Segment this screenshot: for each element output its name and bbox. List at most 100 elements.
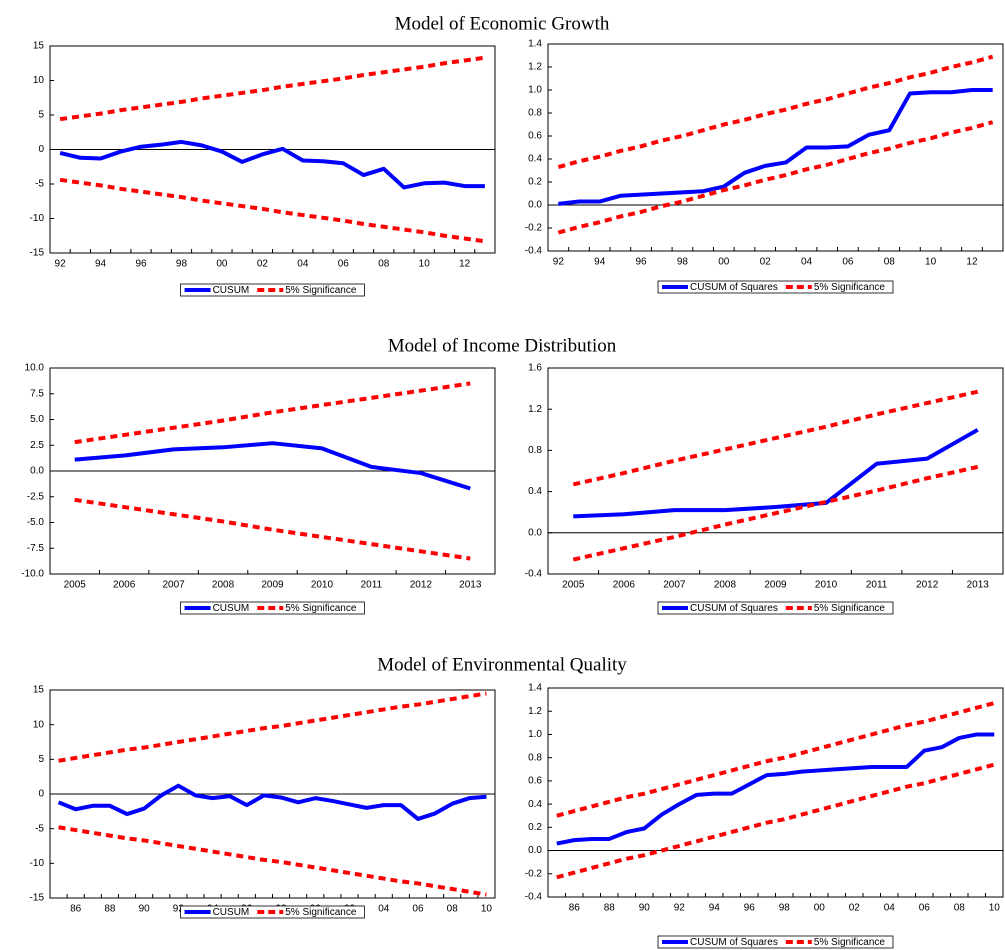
- x-tick-label: 96: [636, 257, 648, 268]
- y-tick-label: -0.2: [525, 868, 543, 879]
- x-tick-label: 10: [989, 903, 1001, 914]
- legend-label: 5% Significance: [814, 603, 886, 614]
- x-tick-label: 2009: [764, 580, 787, 591]
- x-tick-label: 92: [674, 903, 686, 914]
- x-tick-label: 90: [139, 904, 151, 915]
- x-tick-label: 88: [104, 904, 116, 915]
- series-line: [557, 54, 994, 169]
- x-tick-label: 98: [779, 903, 791, 914]
- plot-area: [547, 367, 1004, 575]
- y-tick-label: -5: [35, 823, 44, 834]
- x-tick-label: 2012: [916, 580, 939, 591]
- y-tick-label: 0.2: [528, 177, 542, 188]
- x-tick-label: 94: [95, 259, 107, 270]
- series-line: [557, 120, 994, 235]
- x-tick-label: 86: [569, 903, 581, 914]
- y-tick-label: 0.8: [528, 108, 542, 119]
- y-tick-label: -10: [30, 213, 45, 224]
- y-tick-label: -2.5: [27, 491, 45, 502]
- legend-label: CUSUM of Squares: [690, 937, 778, 948]
- x-tick-label: 2011: [361, 580, 383, 591]
- x-tick-label: 06: [842, 257, 854, 268]
- x-tick-label: 2008: [714, 580, 737, 591]
- y-tick-label: -0.4: [525, 569, 543, 580]
- y-tick-label: 1.0: [528, 729, 542, 740]
- x-tick-label: 02: [849, 903, 861, 914]
- y-tick-label: 15: [33, 41, 45, 52]
- y-tick-label: 1.2: [528, 62, 542, 73]
- series-line: [58, 691, 487, 763]
- x-tick-label: 06: [919, 903, 931, 914]
- x-tick-label: 04: [378, 904, 390, 915]
- x-tick-label: 00: [216, 259, 228, 270]
- y-tick-label: 0.0: [528, 845, 542, 856]
- x-tick-label: 12: [459, 259, 471, 270]
- x-tick-label: 06: [338, 259, 350, 270]
- series-line: [556, 701, 995, 818]
- legend-box: [657, 280, 894, 294]
- x-tick-label: 2009: [261, 580, 284, 591]
- x-tick-label: 98: [677, 257, 689, 268]
- x-tick-label: 90: [639, 903, 651, 914]
- y-tick-label: 1.4: [528, 39, 542, 50]
- x-tick-label: 2005: [562, 580, 585, 591]
- y-tick-label: 7.5: [30, 388, 44, 399]
- x-tick-label: 92: [173, 904, 185, 915]
- x-tick-label: 2006: [113, 580, 136, 591]
- x-tick-label: 2007: [663, 580, 686, 591]
- series-line: [57, 783, 487, 821]
- x-tick-label: 94: [709, 903, 721, 914]
- x-tick-label: 04: [297, 259, 309, 270]
- y-tick-label: -7.5: [27, 543, 45, 554]
- x-tick-label: 92: [553, 257, 565, 268]
- x-tick-label: 2010: [311, 580, 334, 591]
- x-tick-label: 92: [55, 259, 67, 270]
- y-tick-label: -10: [30, 858, 45, 869]
- y-tick-label: -0.4: [525, 892, 543, 903]
- x-tick-label: 02: [257, 259, 269, 270]
- legend-label: CUSUM of Squares: [690, 282, 778, 293]
- series-line: [58, 825, 487, 897]
- x-tick-label: 04: [884, 903, 896, 914]
- y-tick-label: 1.4: [528, 683, 542, 694]
- y-tick-label: 0.8: [528, 752, 542, 763]
- x-tick-label: 2010: [815, 580, 838, 591]
- y-tick-label: -5: [35, 179, 44, 190]
- x-tick-label: 08: [378, 259, 390, 270]
- section-title: Model of Economic Growth: [395, 13, 610, 34]
- y-tick-label: 0: [38, 144, 44, 155]
- y-tick-label: -10.0: [21, 569, 44, 580]
- x-tick-label: 94: [594, 257, 606, 268]
- plot-area: [547, 43, 1004, 252]
- series-line: [74, 441, 471, 491]
- x-tick-label: 2008: [212, 580, 235, 591]
- series-line: [556, 762, 995, 880]
- y-tick-label: 0.6: [528, 776, 542, 787]
- x-tick-label: 96: [135, 259, 147, 270]
- y-tick-label: 5.0: [30, 414, 44, 425]
- y-tick-label: 1.0: [528, 85, 542, 96]
- y-tick-label: -15: [30, 248, 45, 259]
- x-tick-label: 00: [814, 903, 826, 914]
- x-tick-label: 2005: [64, 580, 87, 591]
- legend-box: [657, 935, 894, 949]
- y-tick-label: 1.6: [528, 363, 542, 374]
- x-tick-label: 86: [70, 904, 82, 915]
- y-tick-label: 15: [33, 685, 45, 696]
- y-tick-label: -0.4: [525, 246, 543, 257]
- legend-label: CUSUM: [213, 907, 250, 918]
- series-line: [572, 389, 979, 487]
- y-tick-label: 0: [38, 789, 44, 800]
- x-tick-label: 12: [966, 257, 978, 268]
- x-tick-label: 08: [884, 257, 896, 268]
- legend-label: CUSUM: [213, 285, 250, 296]
- y-tick-label: 0.0: [30, 466, 44, 477]
- x-tick-label: 10: [419, 259, 431, 270]
- legend-label: 5% Significance: [814, 282, 886, 293]
- y-tick-label: -5.0: [27, 517, 45, 528]
- x-tick-label: 02: [760, 257, 772, 268]
- x-tick-label: 2011: [866, 580, 888, 591]
- legend-label: 5% Significance: [285, 907, 357, 918]
- legend-label: 5% Significance: [814, 937, 886, 948]
